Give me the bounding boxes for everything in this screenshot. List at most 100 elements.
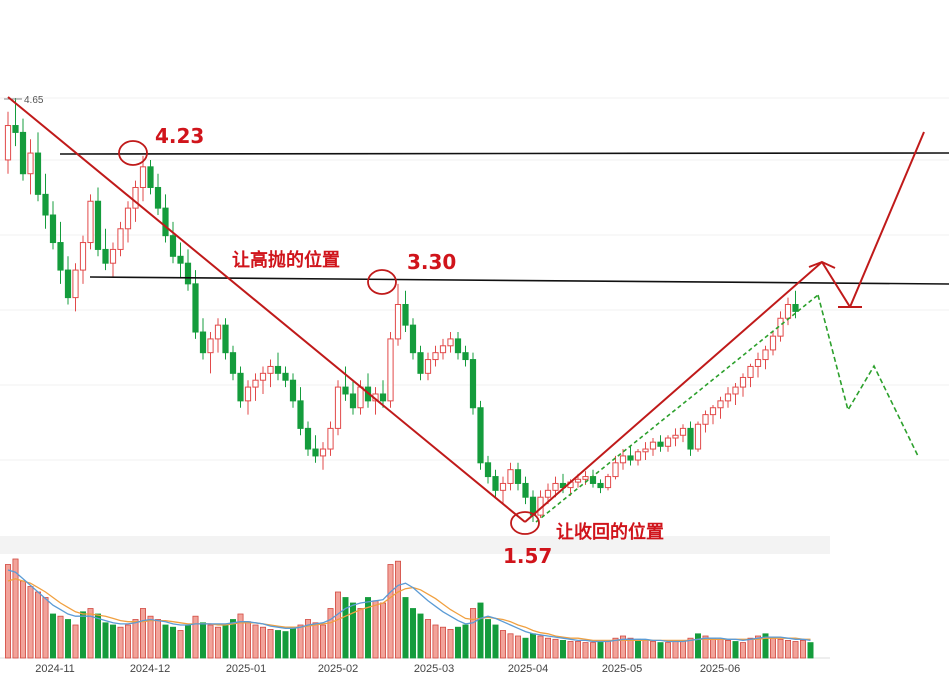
candle-body bbox=[499, 482, 507, 491]
volume-bar bbox=[402, 597, 409, 659]
volume-bar bbox=[612, 637, 619, 659]
annotation-overlays bbox=[4, 96, 949, 535]
volume-bar bbox=[154, 619, 161, 659]
candle-body bbox=[627, 455, 634, 461]
volume-bar bbox=[364, 597, 371, 659]
volume-bar bbox=[319, 624, 326, 659]
resistance-line-1 bbox=[59, 152, 949, 155]
volume-bar bbox=[515, 635, 522, 659]
candle-body bbox=[102, 248, 109, 264]
candle-body bbox=[12, 125, 19, 133]
volume-bar bbox=[274, 630, 281, 659]
volume-bar bbox=[357, 608, 364, 659]
candle-body bbox=[724, 393, 732, 402]
volume-bar bbox=[65, 619, 72, 659]
volume-bar bbox=[499, 630, 506, 659]
candle-body bbox=[492, 476, 499, 491]
volume-bar bbox=[72, 624, 79, 659]
volume-bar bbox=[110, 624, 117, 659]
projection-up bbox=[849, 131, 925, 308]
volume-bar bbox=[762, 633, 769, 659]
annotation-high-1: 4.23 bbox=[155, 124, 204, 148]
volume-bar bbox=[312, 622, 319, 659]
volume-bar bbox=[222, 624, 229, 659]
volume-bar bbox=[95, 613, 102, 659]
volume-bar bbox=[57, 615, 64, 659]
volume-bar bbox=[244, 621, 251, 659]
candle-body bbox=[582, 476, 589, 480]
volume-bar bbox=[552, 638, 559, 659]
candle-body bbox=[672, 434, 679, 439]
candle-body bbox=[784, 303, 792, 319]
volume-panel bbox=[5, 558, 814, 659]
x-tick-label: 2024-12 bbox=[130, 663, 170, 675]
candle-body bbox=[469, 359, 477, 409]
volume-bar bbox=[605, 640, 612, 659]
volume-bar bbox=[139, 608, 146, 659]
volume-bar bbox=[409, 608, 416, 659]
text-labels: 4.65 4.23 3.30 1.57 让高抛的位置 让收回的位置 bbox=[24, 95, 664, 568]
candle-body bbox=[642, 448, 649, 453]
volume-bar bbox=[214, 626, 221, 659]
candle-body bbox=[634, 451, 642, 461]
volume-bar bbox=[207, 624, 214, 659]
candle-body bbox=[447, 338, 454, 347]
volume-bar bbox=[50, 613, 57, 659]
candle-body bbox=[282, 372, 289, 381]
panel-divider bbox=[0, 536, 830, 554]
candle-body bbox=[297, 400, 304, 429]
volume-bar bbox=[454, 626, 461, 659]
volume-bar bbox=[102, 622, 109, 659]
volume-bar bbox=[147, 615, 154, 659]
volume-bar bbox=[695, 633, 702, 659]
volume-bar bbox=[747, 637, 754, 659]
candle-body bbox=[27, 152, 34, 175]
volume-bar bbox=[259, 626, 266, 659]
candle-body bbox=[244, 386, 252, 402]
candle-body bbox=[717, 400, 724, 409]
candle-body bbox=[649, 441, 657, 450]
volume-bar bbox=[327, 608, 334, 659]
volume-bar bbox=[545, 637, 552, 659]
volume-bar bbox=[117, 626, 124, 659]
volume-bar bbox=[342, 597, 349, 659]
volume-bar bbox=[522, 637, 529, 659]
candle-body bbox=[687, 427, 694, 450]
volume-bar bbox=[560, 640, 567, 659]
candle-body bbox=[147, 166, 154, 188]
candle-body bbox=[402, 303, 409, 326]
volume-bar bbox=[642, 640, 649, 659]
candle-body bbox=[619, 455, 627, 464]
volume-bar bbox=[372, 600, 379, 659]
candle-body bbox=[252, 379, 259, 388]
candle-body bbox=[117, 228, 124, 250]
volume-bar bbox=[537, 635, 544, 659]
volume-bar bbox=[807, 642, 814, 659]
volume-bar bbox=[432, 624, 439, 659]
volume-bar bbox=[732, 641, 739, 659]
candle-body bbox=[304, 427, 312, 450]
candle-body bbox=[199, 331, 207, 354]
candle-body bbox=[139, 166, 147, 188]
candle-body bbox=[732, 386, 739, 395]
circle-low bbox=[510, 511, 540, 535]
volume-bar bbox=[665, 642, 672, 659]
candle-body bbox=[19, 131, 27, 175]
candle-body bbox=[94, 200, 102, 250]
volume-bar bbox=[725, 640, 732, 659]
candle-body bbox=[57, 242, 64, 271]
candle-body bbox=[214, 324, 222, 340]
uptrend-peak bbox=[808, 261, 823, 268]
volume-bar bbox=[702, 635, 709, 659]
volume-bar bbox=[282, 631, 289, 659]
candle-body bbox=[664, 437, 672, 447]
candle-body bbox=[709, 407, 717, 416]
candle-body bbox=[522, 482, 529, 498]
volume-bar bbox=[19, 580, 26, 659]
volume-bar bbox=[192, 615, 199, 659]
volume-bar bbox=[800, 640, 807, 659]
circle-high-1 bbox=[118, 140, 148, 166]
green-projection bbox=[817, 294, 919, 457]
